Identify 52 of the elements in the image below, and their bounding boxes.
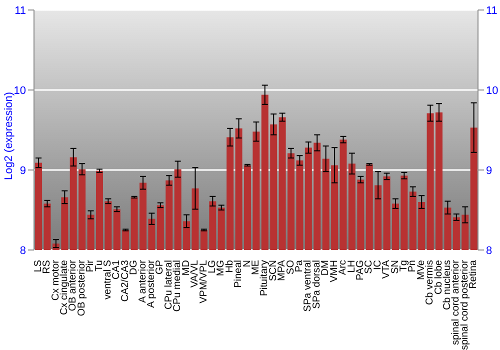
x-tick-label: VTA: [381, 260, 392, 279]
x-tick-label: VMH: [328, 260, 340, 282]
x-tick-label: A anterior: [137, 259, 148, 303]
x-tick-label: spinal cord anterior: [450, 259, 462, 346]
y2-tick-label: 11: [486, 4, 498, 17]
y-tick-label: 8: [20, 244, 26, 257]
x-tick-label: IC: [372, 260, 384, 270]
x-tick-label: LG: [206, 260, 218, 274]
x-tick-label: OB anterior: [68, 259, 79, 312]
x-tick-label: N: [242, 260, 253, 268]
x-tick-label: spinal cord posterior: [459, 259, 470, 350]
y-tick-label: 11: [14, 4, 26, 17]
x-tick-label: Arc: [338, 260, 349, 275]
x-tick-label: Cb lobe: [433, 260, 444, 294]
x-tick-label: SCN: [268, 260, 279, 282]
x-tick-label: SO: [285, 260, 296, 274]
x-tick-label: CA2/CA3: [120, 260, 131, 302]
x-tick-label: PAG: [354, 260, 366, 280]
x-tick-label: DM: [320, 260, 332, 276]
x-tick-label: Hb: [224, 260, 236, 273]
x-tick-label: Pir: [85, 259, 96, 272]
x-tick-label: VPM/VPL: [198, 260, 210, 304]
x-tick-label: OB posterior: [76, 259, 88, 316]
x-tick-label: Pineal: [233, 260, 244, 288]
x-tick-label: CPu lateral: [163, 260, 174, 310]
x-tick-label: CPu medial: [172, 260, 184, 312]
y2-tick-label: 9: [486, 164, 492, 177]
x-tick-label: Tg: [398, 260, 410, 272]
x-tick-label: Pn: [407, 260, 418, 272]
x-tick-label: RS: [42, 260, 53, 274]
y-tick-label: 9: [20, 164, 26, 177]
y-axis-title: Log2 (expression): [2, 92, 15, 180]
x-tick-label: ventral S: [102, 260, 114, 300]
x-tick-label: LH: [346, 260, 358, 273]
x-tick-label: Pituitary: [259, 260, 270, 296]
x-tick-label: MPA: [276, 260, 288, 281]
x-tick-label: Tu: [94, 260, 105, 272]
x-tick-label: SC: [364, 260, 375, 274]
x-tick-label: MVe: [416, 260, 427, 280]
x-tick-label: ME: [250, 260, 262, 275]
y2-tick-label: 8: [486, 244, 492, 257]
x-tick-label: Retina: [468, 260, 480, 289]
x-tick-label: Cx cingulate: [58, 260, 70, 316]
y-tick-label: 10: [14, 84, 26, 97]
y2-tick-label: 10: [486, 84, 498, 97]
x-tick-label: GP: [154, 260, 166, 274]
x-tick-label: SN: [390, 260, 401, 274]
x-tick-label: SPa dorsal: [311, 260, 322, 309]
x-tick-label: LS: [32, 260, 44, 272]
x-tick-label: DG: [128, 260, 140, 275]
x-tick-label: CA1: [111, 260, 122, 280]
x-tick-label: A posterior: [146, 259, 158, 308]
